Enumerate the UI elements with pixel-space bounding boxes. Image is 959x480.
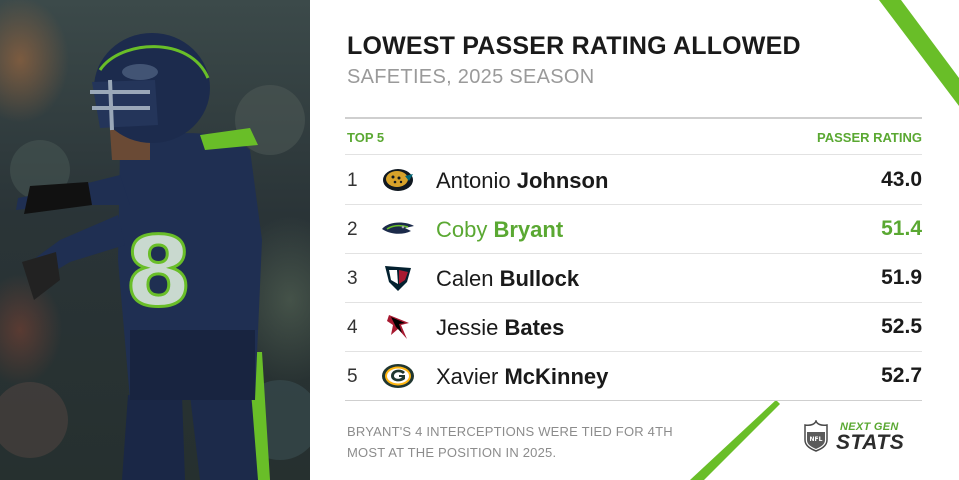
nfl-shield-icon: NFL: [804, 420, 828, 452]
seahawks-logo-icon: [382, 222, 414, 234]
player-name: Xavier McKinney: [436, 364, 609, 389]
texans-logo-icon: [385, 266, 411, 291]
column-header-passer-rating: PASSER RATING: [817, 130, 922, 145]
player-photo: 8: [0, 0, 310, 480]
row-rank: 3: [347, 268, 358, 289]
divider: [345, 154, 922, 155]
passer-rating-value: 51.9: [881, 266, 922, 289]
player-name: Jessie Bates: [436, 315, 565, 340]
nfl-shield-lettering: NFL: [810, 436, 823, 443]
jaguars-logo-icon: [383, 169, 413, 191]
table-row-highlighted: 2 Coby Bryant 51.4: [345, 205, 922, 254]
next-gen-stats-logo: NFL NEXT GEN STATS: [803, 418, 923, 454]
accent-stripe-top: [879, 0, 959, 106]
passer-rating-value: 43.0: [881, 168, 922, 191]
passer-rating-value: 52.7: [881, 364, 922, 387]
row-rank: 4: [347, 317, 358, 338]
player-illustration: 8: [0, 33, 310, 480]
divider: [345, 117, 922, 119]
row-rank: 2: [347, 219, 358, 240]
table-row: 3 Calen Bullock 51.9: [345, 254, 922, 303]
brand-line-2: STATS: [836, 431, 905, 454]
player-name: Antonio Johnson: [436, 168, 609, 193]
graphic-title: LOWEST PASSER RATING ALLOWED: [347, 32, 801, 60]
graphic-subtitle: SAFETIES, 2025 SEASON: [347, 66, 595, 88]
passer-rating-value: 51.4: [881, 217, 922, 240]
row-rank: 1: [347, 170, 358, 191]
brand-line-1: NEXT GEN: [840, 421, 899, 433]
jersey-number: 8: [125, 216, 192, 328]
falcons-logo-icon: [387, 315, 409, 339]
player-name: Calen Bullock: [436, 266, 580, 291]
footnote: BRYANT'S 4 INTERCEPTIONS WERE TIED FOR 4…: [347, 424, 673, 460]
row-rank: 5: [347, 366, 358, 387]
player-name: Coby Bryant: [436, 217, 564, 242]
packers-logo-icon: [382, 364, 414, 388]
column-header-rank: TOP 5: [347, 130, 385, 145]
table-row: 5 Xavier McKinney 52.7: [345, 352, 922, 401]
table-row: 4 Jessie Bates 52.5: [345, 303, 922, 352]
passer-rating-value: 52.5: [881, 315, 922, 338]
accent-stripe-bottom: [690, 400, 780, 480]
table-row: 1 Antonio Johnson 43.0: [345, 156, 922, 205]
